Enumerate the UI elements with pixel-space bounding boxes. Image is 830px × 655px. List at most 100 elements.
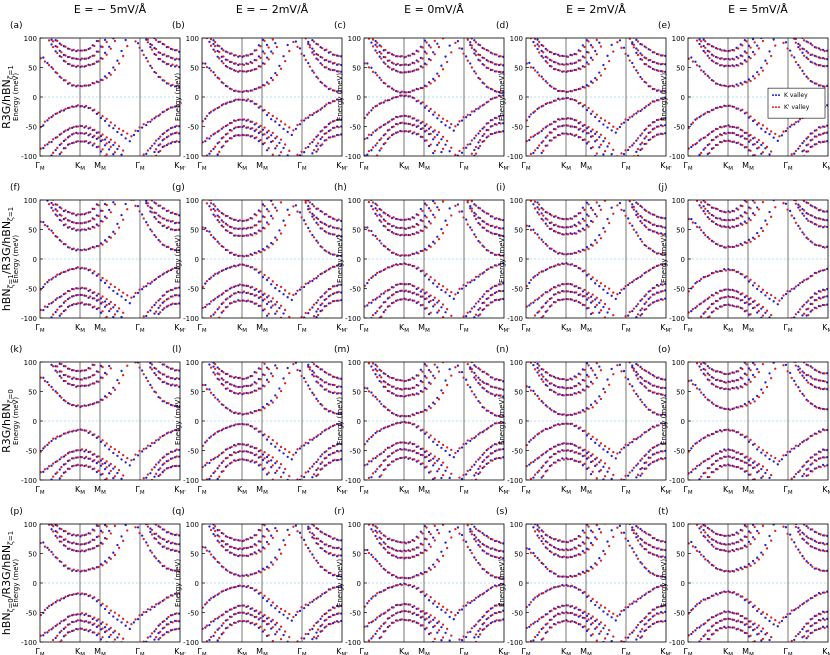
kprime-valley-point xyxy=(93,44,96,48)
k-valley-point xyxy=(585,298,589,301)
kprime-valley-point xyxy=(202,285,204,288)
kprime-valley-point xyxy=(226,214,229,218)
kprime-valley-point xyxy=(487,60,490,63)
k-valley-point xyxy=(751,212,755,215)
k-valley-point xyxy=(212,71,215,74)
kprime-valley-point xyxy=(76,140,80,143)
kprime-valley-point xyxy=(749,278,752,281)
kprime-valley-point xyxy=(392,88,395,91)
kprime-valley-point xyxy=(798,209,802,212)
kprime-valley-point xyxy=(807,135,810,139)
kprime-valley-point xyxy=(558,118,561,121)
k-valley-point xyxy=(743,220,746,223)
kprime-valley-point xyxy=(242,234,246,237)
k-valley-point xyxy=(581,217,584,221)
kprime-valley-point xyxy=(321,210,324,213)
band-dots xyxy=(364,200,504,318)
k-valley-point xyxy=(489,287,492,290)
kprime-valley-point xyxy=(624,52,627,56)
kprime-valley-point xyxy=(255,268,258,271)
k-valley-point xyxy=(544,242,547,246)
k-valley-point xyxy=(698,279,701,283)
kprime-valley-point xyxy=(737,305,740,308)
kprime-valley-point xyxy=(312,111,316,115)
k-valley-point xyxy=(374,49,377,52)
kprime-valley-point xyxy=(595,279,598,282)
k-valley-point xyxy=(598,311,601,314)
kprime-valley-point xyxy=(150,118,154,121)
kprime-valley-point xyxy=(238,54,242,58)
k-valley-point xyxy=(639,143,642,146)
kprime-valley-point xyxy=(640,58,644,61)
k-valley-point xyxy=(149,158,151,160)
x-tick-label: ΓM xyxy=(783,161,792,172)
kprime-valley-point xyxy=(724,269,728,272)
kprime-valley-point xyxy=(421,57,424,60)
k-valley-point xyxy=(58,49,61,52)
kprime-valley-point xyxy=(380,45,383,48)
kprime-valley-point xyxy=(171,267,174,271)
x-tick-sub: M xyxy=(302,328,307,334)
kprime-valley-point xyxy=(450,314,453,317)
k-valley-point xyxy=(460,287,464,290)
k-valley-point xyxy=(157,238,160,242)
k-valley-point xyxy=(797,284,800,287)
k-valley-point xyxy=(532,111,535,114)
kprime-valley-point xyxy=(308,46,312,49)
kprime-valley-point xyxy=(446,223,449,227)
y-tick-label: 0 xyxy=(681,94,685,102)
k-valley-point xyxy=(245,99,248,102)
kprime-valley-point xyxy=(495,116,498,120)
kprime-valley-point xyxy=(89,141,92,144)
kprime-valley-point xyxy=(487,135,490,138)
kprime-valley-point xyxy=(388,266,391,269)
kprime-valley-point xyxy=(209,150,213,153)
kprime-valley-point xyxy=(712,129,715,133)
kprime-valley-point xyxy=(753,118,756,122)
kprime-valley-point xyxy=(76,287,80,290)
column-title: E = 0mV/Å xyxy=(404,3,464,16)
kprime-valley-point xyxy=(238,98,242,101)
kprime-valley-point xyxy=(146,310,150,314)
k-valley-point xyxy=(340,228,342,231)
kprime-valley-point xyxy=(93,246,96,249)
k-valley-point xyxy=(315,150,318,153)
k-valley-point xyxy=(120,49,123,53)
kprime-valley-point xyxy=(728,288,732,292)
kprime-valley-point xyxy=(546,211,549,214)
k-valley-point xyxy=(536,233,539,236)
k-valley-point xyxy=(756,140,759,144)
kprime-valley-point xyxy=(441,316,445,318)
kprime-valley-point xyxy=(499,114,502,118)
kprime-valley-point xyxy=(583,65,586,69)
kprime-valley-point xyxy=(72,141,75,144)
k-valley-point xyxy=(374,43,377,46)
k-valley-point xyxy=(278,289,281,293)
kprime-valley-point xyxy=(175,131,178,134)
k-valley-point xyxy=(788,290,792,293)
kprime-valley-point xyxy=(728,104,732,107)
kprime-valley-point xyxy=(558,98,561,101)
k-valley-point xyxy=(178,405,180,408)
k-valley-point xyxy=(502,64,504,67)
kprime-valley-point xyxy=(288,126,291,129)
kprime-valley-point xyxy=(802,209,806,212)
x-tick-sub: M xyxy=(626,328,631,334)
k-valley-point xyxy=(370,133,373,137)
kprime-valley-point xyxy=(550,85,553,88)
y-tick-label: -50 xyxy=(512,286,523,294)
kprime-valley-point xyxy=(408,115,412,118)
kprime-valley-point xyxy=(214,132,217,135)
kprime-valley-point xyxy=(732,140,736,143)
k-valley-point xyxy=(594,49,597,53)
kprime-valley-point xyxy=(143,196,145,198)
kprime-valley-point xyxy=(499,297,502,301)
kprime-valley-point xyxy=(753,281,756,285)
k-valley-point xyxy=(772,38,775,41)
kprime-valley-point xyxy=(495,53,498,56)
k-valley-point xyxy=(298,211,302,214)
kprime-valley-point xyxy=(150,43,154,47)
k-valley-point xyxy=(157,214,160,217)
kprime-valley-point xyxy=(811,302,814,306)
kprime-valley-point xyxy=(372,34,374,36)
